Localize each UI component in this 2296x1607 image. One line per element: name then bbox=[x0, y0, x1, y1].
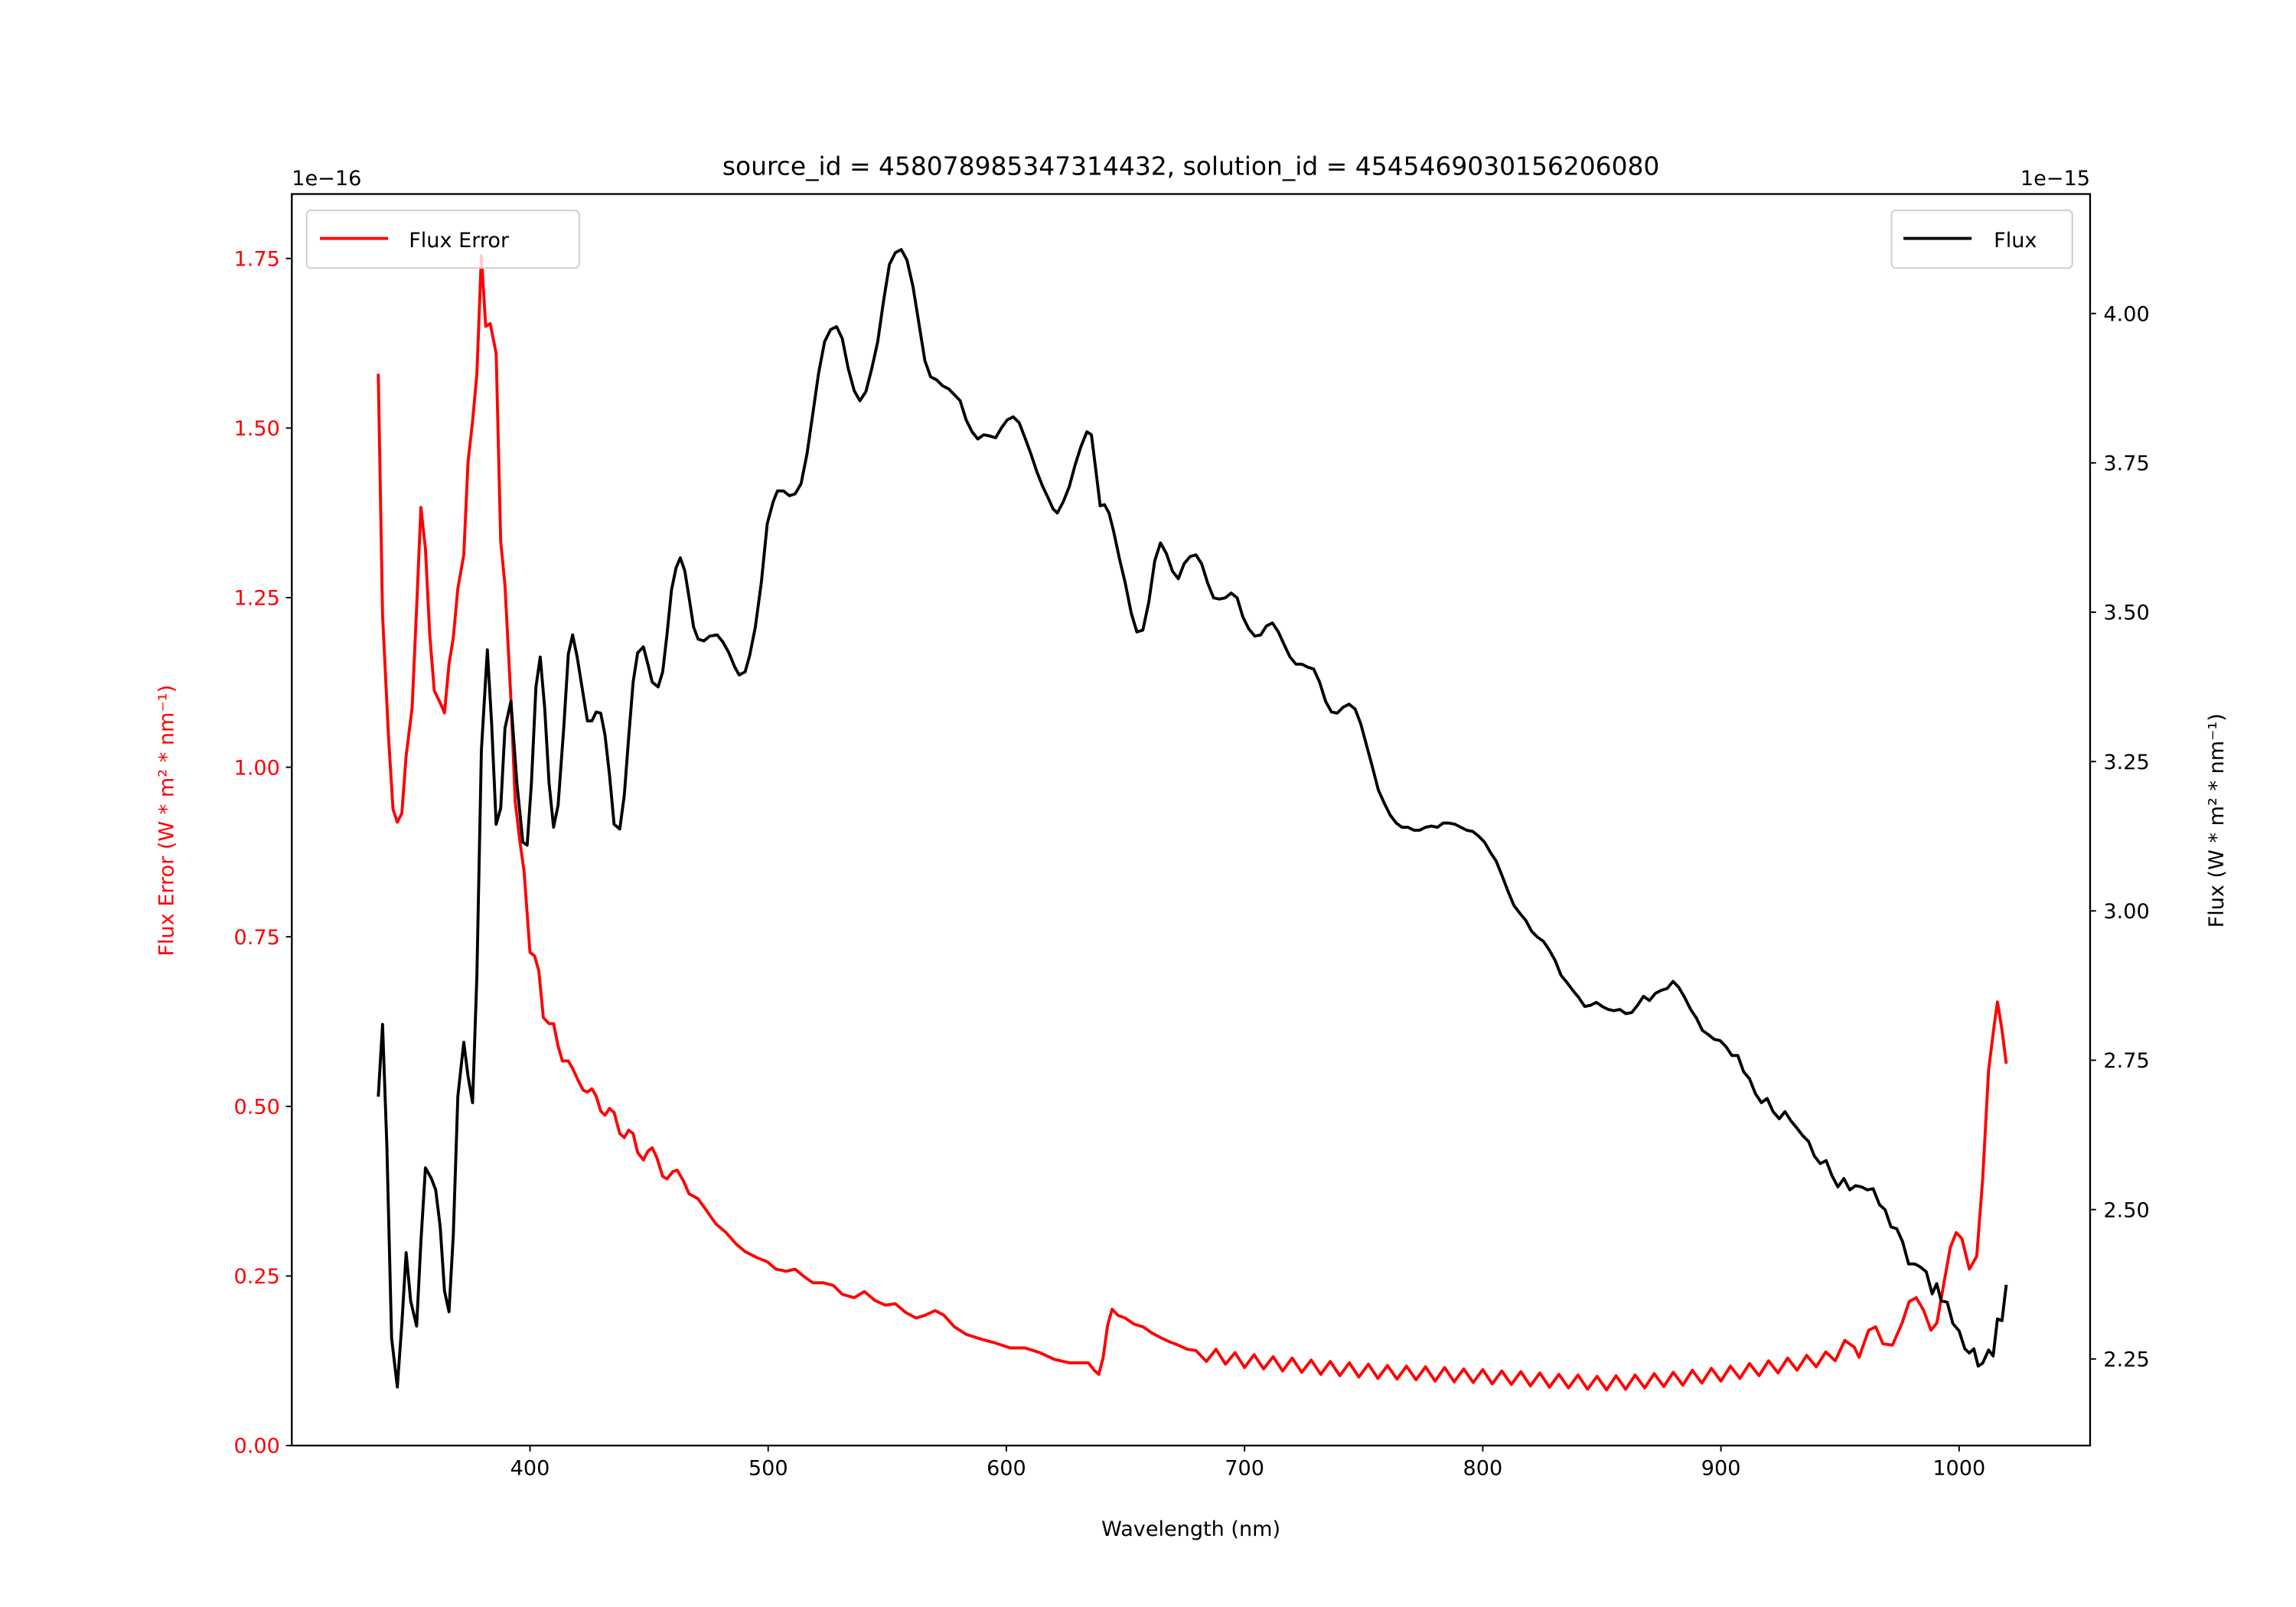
chart-title: source_id = 4580789853473144​32, solutio… bbox=[722, 151, 1660, 181]
right-y-tick-label: 2.50 bbox=[2103, 1198, 2149, 1222]
left-y-tick-label: 1.25 bbox=[234, 587, 280, 611]
x-tick-label: 1000 bbox=[1932, 1457, 1985, 1481]
right-y-tick-label: 3.00 bbox=[2103, 900, 2149, 924]
x-tick-label: 900 bbox=[1701, 1457, 1741, 1481]
legend-label-flux: Flux bbox=[1994, 229, 2037, 253]
left-y-axis-label: Flux Error (W * m² * nm⁻¹) bbox=[155, 685, 178, 957]
x-tick-label: 500 bbox=[748, 1457, 788, 1481]
x-tick-label: 800 bbox=[1463, 1457, 1503, 1481]
left-y-tick-label: 0.50 bbox=[234, 1095, 280, 1119]
right-y-tick-label: 2.25 bbox=[2103, 1348, 2149, 1372]
legend-box bbox=[1890, 209, 2073, 269]
legend-flux-error: Flux Error bbox=[305, 209, 580, 269]
legend-label-flux-error: Flux Error bbox=[409, 229, 510, 253]
right-y-axis-label: Flux (W * m² * nm⁻¹) bbox=[2205, 713, 2229, 927]
left-y-tick-label: 1.50 bbox=[234, 417, 280, 441]
right-y-tick-label: 4.00 bbox=[2103, 302, 2149, 326]
plot-frame bbox=[291, 193, 2092, 1447]
left-y-tick-label: 1.75 bbox=[234, 247, 280, 271]
x-tick-label: 700 bbox=[1225, 1457, 1264, 1481]
right-y-tick-label: 2.75 bbox=[2103, 1049, 2149, 1073]
legend-box bbox=[305, 209, 580, 269]
left-y-tick-label: 0.25 bbox=[234, 1265, 280, 1289]
x-tick-label: 400 bbox=[510, 1457, 550, 1481]
right-offset-label: 1e−15 bbox=[2020, 167, 2090, 191]
left-y-tick-label: 0.00 bbox=[234, 1435, 280, 1459]
left-y-tick-label: 0.75 bbox=[234, 926, 280, 950]
legend-flux: Flux bbox=[1890, 209, 2073, 269]
left-offset-label: 1e−16 bbox=[292, 167, 361, 191]
left-y-tick-label: 1.00 bbox=[234, 756, 280, 780]
series-line-flux-error bbox=[377, 254, 2008, 1392]
right-y-tick-label: 3.75 bbox=[2103, 452, 2149, 476]
right-y-tick-label: 3.25 bbox=[2103, 751, 2149, 774]
x-axis-label: Wavelength (nm) bbox=[1101, 1517, 1280, 1541]
right-y-tick-label: 3.50 bbox=[2103, 601, 2149, 625]
series-line-flux bbox=[377, 248, 2008, 1389]
x-tick-label: 600 bbox=[987, 1457, 1026, 1481]
